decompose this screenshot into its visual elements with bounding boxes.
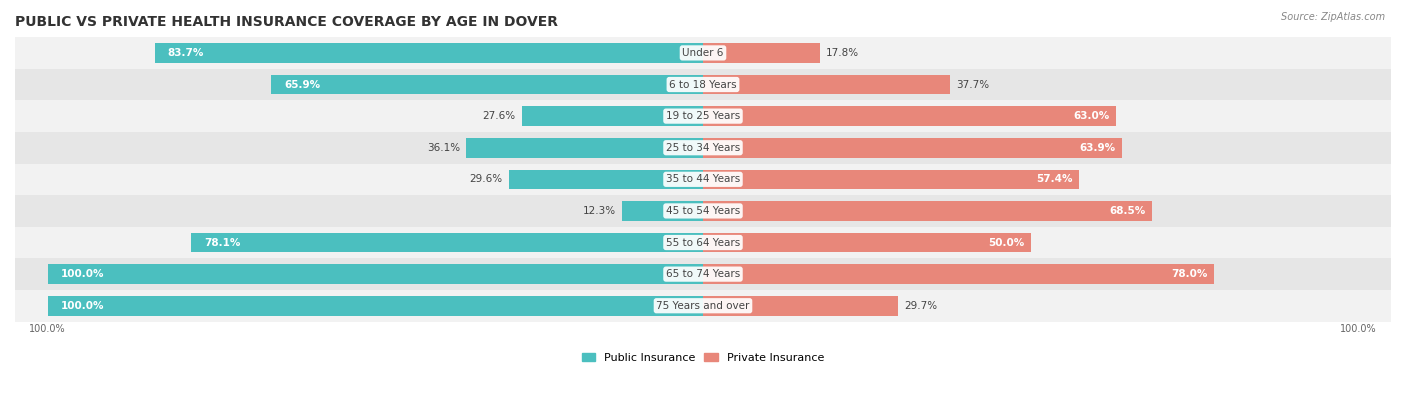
Text: 100.0%: 100.0% [60,301,104,311]
Bar [48,264,703,284]
Bar [703,43,820,63]
Bar [271,75,703,94]
Text: 83.7%: 83.7% [167,48,204,58]
Text: 35 to 44 Years: 35 to 44 Years [666,174,740,184]
Text: 45 to 54 Years: 45 to 54 Years [666,206,740,216]
Bar [15,132,1391,164]
Bar [467,138,703,157]
Bar [703,75,950,94]
Text: 25 to 34 Years: 25 to 34 Years [666,143,740,153]
Text: 57.4%: 57.4% [1036,174,1073,184]
Bar [703,106,1116,126]
Bar [703,264,1215,284]
Text: 100.0%: 100.0% [60,269,104,279]
Bar [15,100,1391,132]
Bar [15,37,1391,69]
Bar [703,201,1152,221]
Text: 27.6%: 27.6% [482,111,516,121]
Bar [15,69,1391,100]
Bar [15,290,1391,322]
Bar [15,258,1391,290]
Bar [703,296,897,316]
Text: 78.0%: 78.0% [1171,269,1208,279]
Bar [522,106,703,126]
Legend: Public Insurance, Private Insurance: Public Insurance, Private Insurance [578,348,828,367]
Bar [48,296,703,316]
Text: 68.5%: 68.5% [1109,206,1146,216]
Text: 55 to 64 Years: 55 to 64 Years [666,237,740,247]
Bar [191,233,703,252]
Text: Under 6: Under 6 [682,48,724,58]
Text: Source: ZipAtlas.com: Source: ZipAtlas.com [1281,12,1385,22]
Bar [509,169,703,189]
Bar [703,138,1122,157]
Bar [623,201,703,221]
Text: 36.1%: 36.1% [427,143,460,153]
Text: 50.0%: 50.0% [988,237,1024,247]
Bar [155,43,703,63]
Text: 65.9%: 65.9% [284,80,321,90]
Text: 19 to 25 Years: 19 to 25 Years [666,111,740,121]
Text: 17.8%: 17.8% [827,48,859,58]
Text: 37.7%: 37.7% [956,80,990,90]
Text: 29.6%: 29.6% [470,174,502,184]
Text: 63.9%: 63.9% [1078,143,1115,153]
Bar [703,169,1080,189]
Text: 29.7%: 29.7% [904,301,938,311]
Text: PUBLIC VS PRIVATE HEALTH INSURANCE COVERAGE BY AGE IN DOVER: PUBLIC VS PRIVATE HEALTH INSURANCE COVER… [15,15,558,29]
Bar [703,233,1031,252]
Text: 6 to 18 Years: 6 to 18 Years [669,80,737,90]
Text: 12.3%: 12.3% [582,206,616,216]
Text: 75 Years and over: 75 Years and over [657,301,749,311]
Text: 63.0%: 63.0% [1073,111,1109,121]
Text: 65 to 74 Years: 65 to 74 Years [666,269,740,279]
Bar [15,164,1391,195]
Bar [15,195,1391,227]
Bar [15,227,1391,258]
Text: 78.1%: 78.1% [204,237,240,247]
